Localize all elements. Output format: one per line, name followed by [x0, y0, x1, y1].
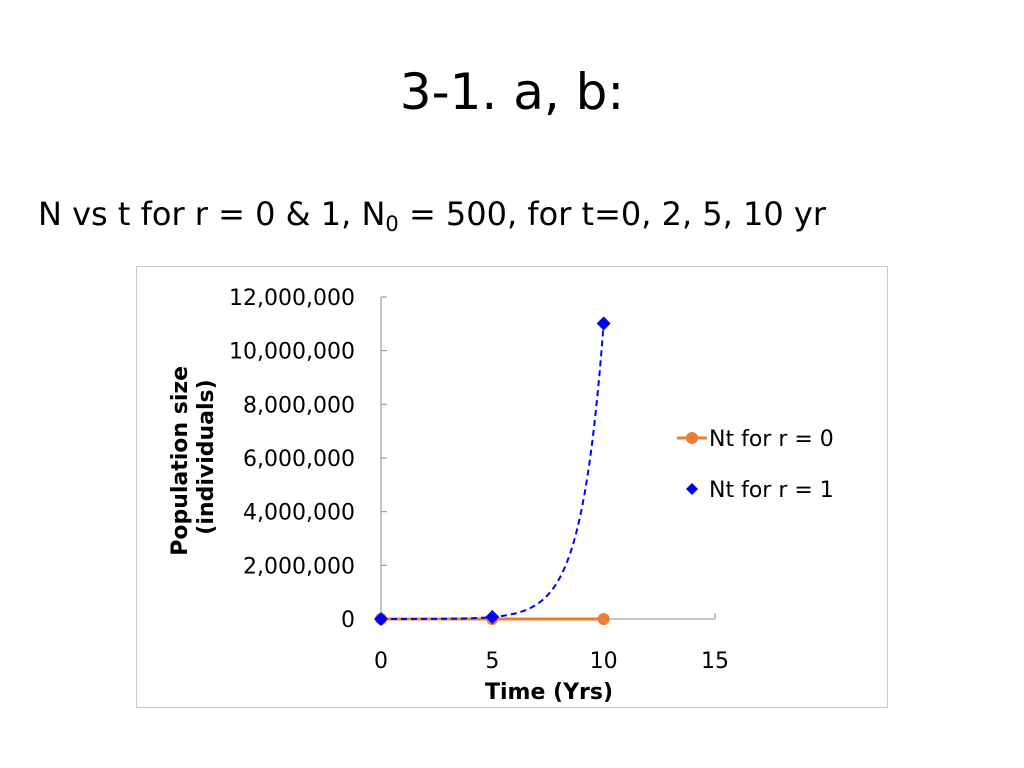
x-tick-label: 5	[485, 649, 499, 674]
chart-frame: 0 2,000,000 4,000,000 6,000,000 8,000,000 10,…	[136, 266, 888, 708]
series-2	[374, 316, 611, 626]
legend-label: Nt for r = 0	[709, 427, 834, 452]
subtitle-subscript: 0	[385, 212, 399, 236]
y-axis-title-line2: (individuals)	[194, 379, 219, 534]
data-point	[596, 316, 611, 331]
y-tick-label: 2,000,000	[243, 554, 355, 579]
subtitle-text-post: = 500, for t=0, 2, 5, 10 yr	[398, 195, 826, 233]
series-layer	[374, 316, 611, 626]
y-tick-label: 4,000,000	[243, 501, 355, 526]
data-point	[597, 612, 610, 625]
y-tick-label: 12,000,000	[229, 286, 355, 311]
x-tick-label: 10	[590, 649, 618, 674]
legend-swatch-marker	[686, 432, 698, 444]
x-tick-label: 0	[374, 649, 388, 674]
data-point	[485, 610, 500, 625]
legend: Nt for r = 0 Nt for r = 1	[677, 427, 834, 503]
x-tick-label: 15	[701, 649, 729, 674]
axes	[380, 296, 716, 620]
slide-subtitle: N vs t for r = 0 & 1, N0 = 500, for t=0,…	[38, 192, 826, 236]
series-line	[381, 323, 605, 620]
y-tick-label: 10,000,000	[229, 340, 355, 365]
y-tick-label: 8,000,000	[243, 393, 355, 418]
y-tick-label: 0	[341, 608, 355, 633]
tick-labels: 0 2,000,000 4,000,000 6,000,000 8,000,000 10,…	[229, 286, 729, 674]
chart-svg: 0 2,000,000 4,000,000 6,000,000 8,000,000 10,…	[168, 286, 834, 705]
y-axis-title: Population size (individuals)	[168, 358, 219, 556]
subtitle-text-pre: N vs t for r = 0 & 1, N	[38, 195, 386, 233]
data-point	[374, 611, 388, 626]
y-tick-label: 6,000,000	[243, 447, 355, 472]
y-axis-title-line1: Population size	[168, 366, 193, 556]
x-axis-title: Time (Yrs)	[485, 680, 613, 705]
legend-swatch-marker	[686, 483, 698, 495]
legend-label: Nt for r = 1	[709, 478, 834, 503]
slide-title: 3-1. a, b:	[399, 63, 625, 121]
